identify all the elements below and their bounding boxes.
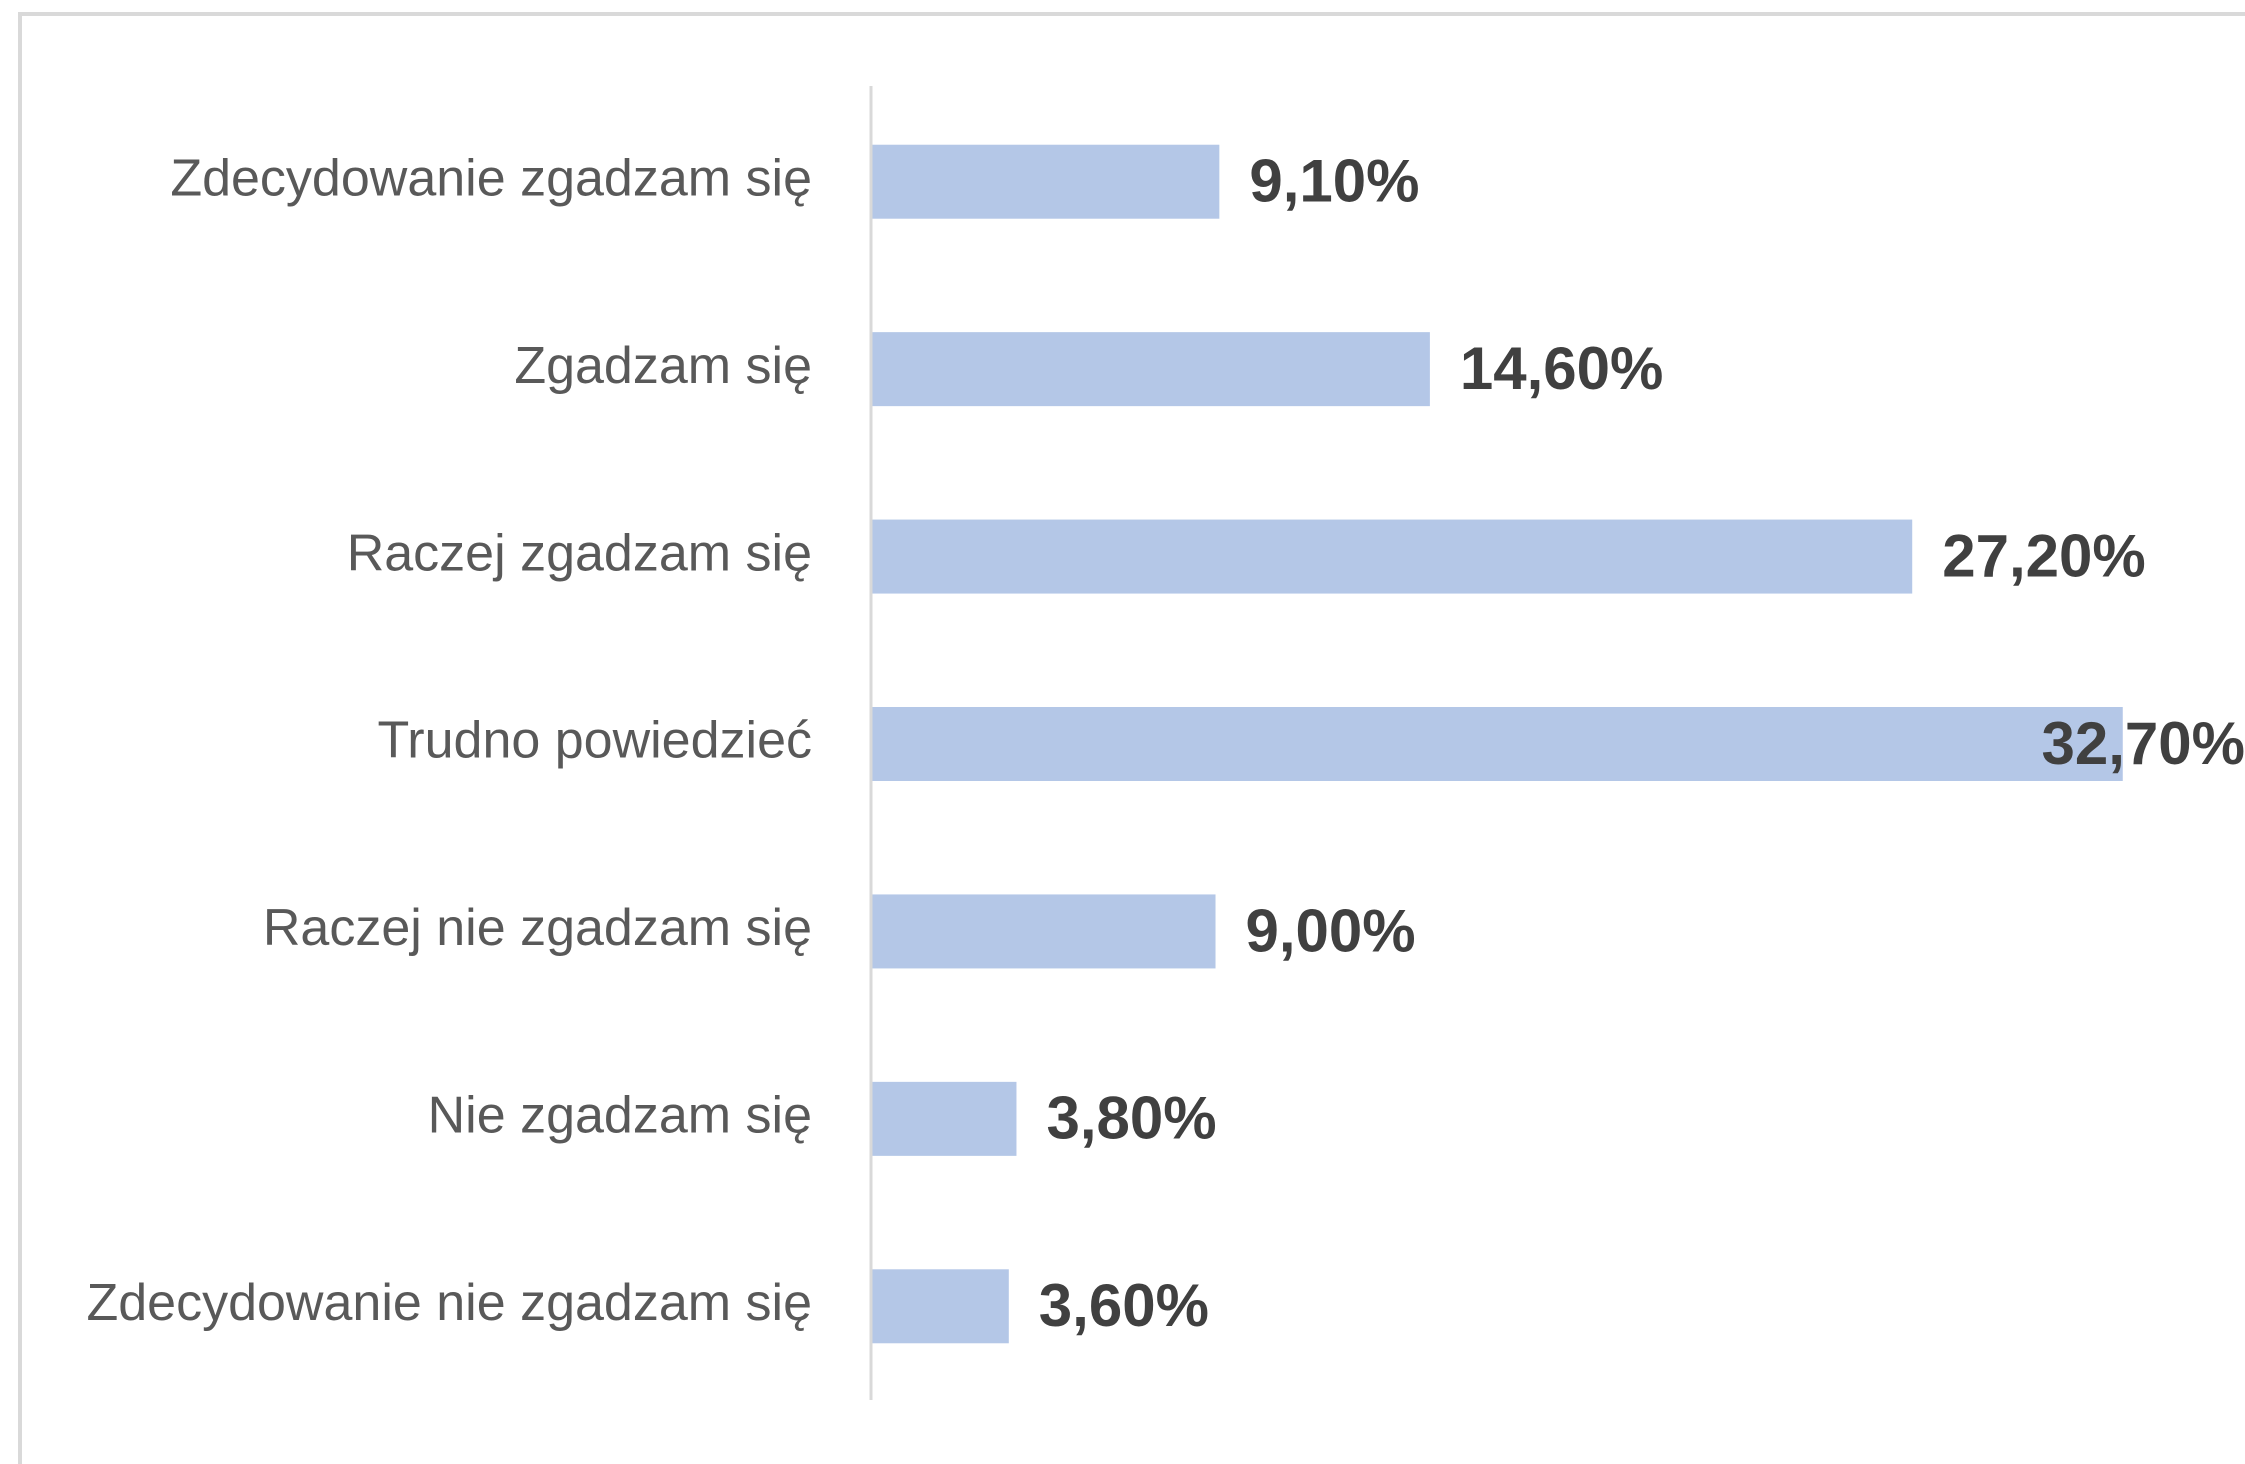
category-label: Raczej zgadzam się — [347, 524, 812, 582]
category-label: Trudno powiedzieć — [377, 712, 812, 770]
value-label: 9,10% — [1249, 148, 1419, 215]
bar — [871, 1269, 1009, 1344]
value-label: 27,20% — [1942, 522, 2145, 589]
value-label: 9,00% — [1246, 897, 1416, 964]
plot: Zdecydowanie zgadzam się 9,10% Zgadzam się… — [86, 144, 2245, 1344]
category-label: Nie zgadzam się — [428, 1087, 812, 1145]
bar — [871, 519, 1913, 594]
value-label: 14,60% — [1460, 335, 1664, 402]
bar — [871, 332, 1430, 407]
bar — [871, 1081, 1017, 1156]
category-label: Zgadzam się — [514, 337, 812, 395]
bar — [871, 144, 1220, 219]
category-label: Zdecydowanie zgadzam się — [170, 149, 812, 207]
bar — [871, 707, 2123, 781]
value-label: 32,70% — [2042, 710, 2245, 777]
value-label: 3,60% — [1039, 1272, 1209, 1339]
category-label: Zdecydowanie nie zgadzam się — [86, 1274, 812, 1332]
bar — [871, 894, 1216, 969]
category-label: Raczej nie zgadzam się — [263, 899, 812, 957]
value-label: 3,80% — [1046, 1085, 1216, 1152]
